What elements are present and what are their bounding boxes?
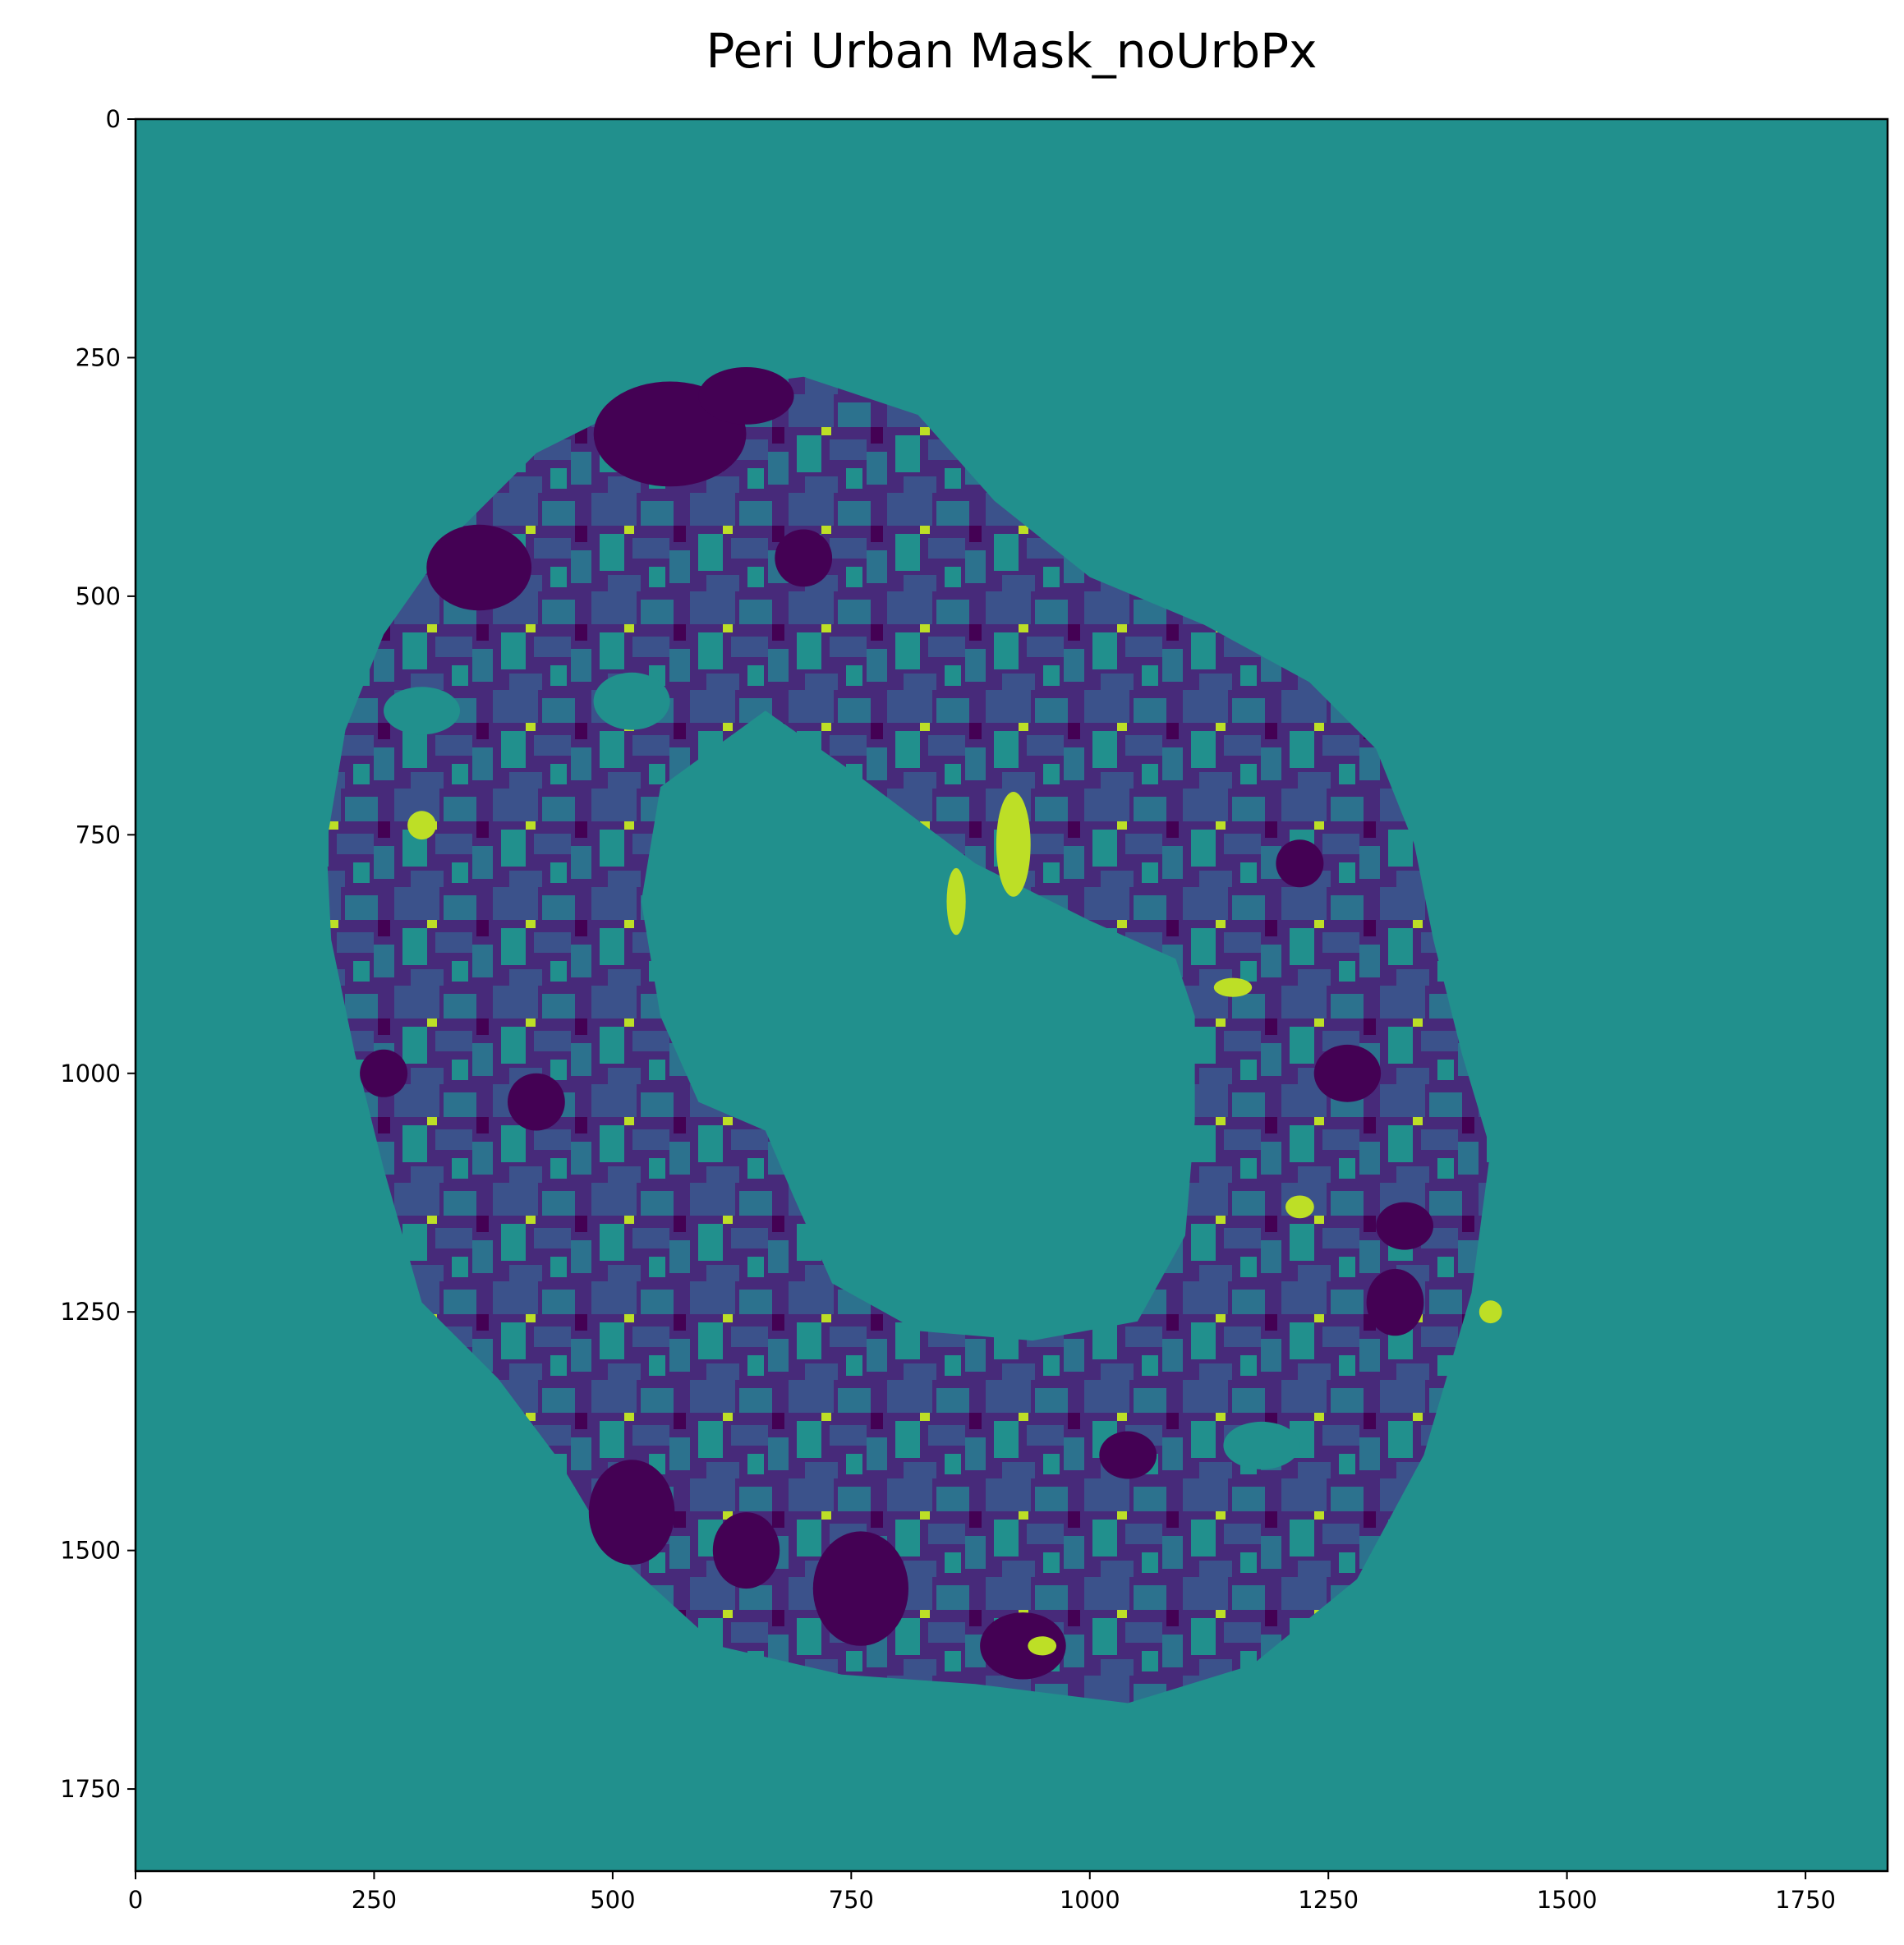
chart-title: Peri Urban Mask_noUrbPx <box>706 23 1318 79</box>
x-tick-label: 1500 <box>1537 1886 1598 1914</box>
heatmap-blob <box>996 792 1031 897</box>
heatmap-blob <box>1223 1421 1300 1469</box>
x-tick-label: 500 <box>590 1886 635 1914</box>
x-tick-label: 1000 <box>1060 1886 1120 1914</box>
heatmap-blob <box>980 1612 1066 1680</box>
heatmap-blob <box>407 811 436 840</box>
heatmap-blob <box>426 524 532 611</box>
heatmap-blob <box>1285 1195 1314 1219</box>
heatmap-blob <box>946 867 966 936</box>
y-tick-label: 500 <box>76 582 121 610</box>
heatmap-blob <box>1276 839 1324 888</box>
y-tick-label: 250 <box>76 343 121 371</box>
heatmap-blob <box>698 367 794 425</box>
heatmap-blob <box>812 1531 908 1646</box>
heatmap-blob <box>508 1073 565 1131</box>
heatmap-blob <box>1213 977 1253 997</box>
plot-area <box>136 119 1888 1871</box>
heatmap-blob <box>384 687 460 735</box>
heatmap-blob <box>1479 1300 1502 1324</box>
y-tick-label: 1500 <box>60 1537 121 1565</box>
heatmap-blob <box>360 1049 408 1097</box>
heatmap-blob <box>1099 1431 1157 1479</box>
y-tick-label: 750 <box>76 821 121 848</box>
heatmap-blob <box>712 1512 780 1589</box>
heatmap-blob <box>1313 1044 1382 1102</box>
y-tick-label: 1000 <box>60 1060 121 1087</box>
x-tick-label: 0 <box>128 1886 143 1914</box>
heatmap-blobs <box>360 367 1502 1680</box>
y-axis: 0 250 500 750 1000 1250 1500 1750 <box>60 105 136 1803</box>
heatmap-blob <box>1366 1268 1424 1336</box>
x-tick-label: 1750 <box>1775 1886 1836 1914</box>
x-tick-label: 250 <box>352 1886 397 1914</box>
heatmap-blob <box>1376 1202 1433 1250</box>
y-tick-label: 1750 <box>60 1775 121 1803</box>
heatmap-blob <box>588 1460 675 1566</box>
x-axis: 0 250 500 750 1000 1250 1500 1750 <box>128 1871 1836 1914</box>
x-tick-label: 1250 <box>1298 1886 1359 1914</box>
plot-frame <box>134 117 1889 1873</box>
heatmap-blob <box>593 672 670 730</box>
y-tick-label: 1250 <box>60 1298 121 1326</box>
y-tick-label: 0 <box>106 105 121 133</box>
heatmap-blob <box>1028 1636 1057 1656</box>
x-tick-label: 750 <box>829 1886 874 1914</box>
heatmap-blob <box>775 529 833 587</box>
